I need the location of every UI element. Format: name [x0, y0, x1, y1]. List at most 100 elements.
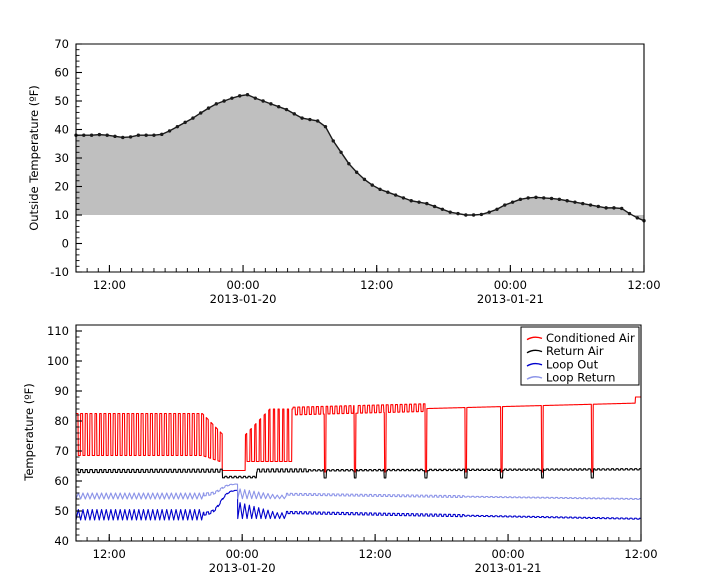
- data-point: [370, 183, 374, 187]
- data-point: [292, 112, 296, 116]
- legend-label: Loop Out: [546, 357, 599, 371]
- data-point: [386, 190, 390, 194]
- legend-label: Return Air: [546, 344, 604, 358]
- y-tick-label: 10: [54, 208, 69, 222]
- data-point: [604, 206, 608, 210]
- y-tick-label: 20: [54, 180, 69, 194]
- y-tick-label: 70: [54, 37, 69, 51]
- data-point: [417, 200, 421, 204]
- data-point: [121, 135, 125, 140]
- x-tick-label: 00:00: [226, 547, 259, 561]
- legend-swatch: [526, 349, 543, 354]
- data-point: [479, 212, 484, 217]
- data-point: [557, 197, 562, 202]
- y-tick-label: 110: [47, 324, 69, 338]
- data-point: [175, 124, 180, 129]
- x-tick-label: 00:00: [491, 547, 524, 561]
- data-point: [82, 133, 86, 137]
- y-tick-label: 30: [54, 151, 69, 165]
- data-point: [635, 216, 640, 220]
- data-point: [471, 213, 476, 217]
- data-point: [409, 199, 413, 203]
- y-tick-label: 40: [54, 534, 69, 548]
- bottom-y-axis-label: Temperature (ºF): [22, 383, 36, 482]
- data-point: [432, 204, 437, 209]
- x-tick-label: 12:00: [359, 547, 392, 561]
- legend-label: Loop Return: [546, 371, 615, 385]
- legend-label: Conditioned Air: [546, 331, 635, 345]
- data-point: [503, 203, 507, 207]
- data-point: [339, 150, 343, 154]
- data-point: [596, 204, 601, 209]
- data-point: [160, 132, 164, 137]
- data-point: [627, 211, 632, 216]
- y-tick-label: 50: [54, 94, 69, 108]
- data-point: [308, 117, 312, 122]
- data-point: [518, 197, 523, 202]
- data-point: [331, 139, 335, 143]
- data-point: [362, 177, 367, 182]
- data-point: [183, 120, 187, 125]
- x-tick-label: 00:00: [226, 278, 259, 292]
- data-point: [393, 193, 398, 197]
- data-point: [253, 96, 258, 100]
- x-tick-sublabel: 2013-01-20: [209, 561, 276, 575]
- outside-temperature-markers: [74, 93, 646, 223]
- data-point: [167, 129, 172, 133]
- legend-box: [520, 326, 640, 386]
- data-point: [354, 170, 359, 174]
- data-point: [199, 111, 203, 115]
- data-point: [128, 135, 133, 139]
- data-point: [206, 106, 211, 110]
- data-point: [113, 134, 117, 139]
- data-point: [97, 132, 102, 137]
- data-point: [620, 206, 624, 211]
- data-point: [269, 102, 273, 106]
- data-point: [89, 133, 94, 137]
- data-point: [573, 200, 577, 204]
- y-tick-label: -10: [50, 265, 69, 279]
- data-point: [238, 94, 242, 98]
- y-tick-label: 90: [54, 384, 69, 398]
- data-point: [191, 116, 195, 120]
- system-temperature-series: [75, 396, 642, 521]
- y-tick-label: 40: [54, 123, 69, 137]
- series-conditioned-air: [75, 396, 642, 473]
- data-point: [144, 133, 148, 137]
- data-point: [448, 210, 452, 214]
- data-point: [425, 201, 429, 206]
- data-point: [105, 133, 109, 137]
- data-point: [588, 203, 593, 207]
- data-point: [214, 102, 219, 106]
- x-tick-sublabel: 2013-01-21: [475, 561, 542, 575]
- series-loop-return: [75, 483, 642, 500]
- series-return-air: [75, 468, 642, 479]
- data-point: [542, 196, 546, 200]
- x-tick-label: 12:00: [360, 278, 393, 292]
- data-point: [300, 116, 304, 120]
- data-point: [277, 105, 281, 109]
- data-point: [464, 213, 468, 217]
- x-tick-sublabel: 2013-01-21: [477, 292, 544, 306]
- data-point: [378, 187, 382, 192]
- y-tick-label: 0: [62, 237, 69, 251]
- data-point: [323, 124, 328, 129]
- x-tick-label: 12:00: [93, 547, 126, 561]
- y-tick-label: 100: [47, 354, 69, 368]
- x-tick-label: 12:00: [627, 278, 660, 292]
- data-point: [612, 206, 616, 210]
- y-tick-label: 60: [54, 474, 69, 488]
- top-y-axis-label: Outside Temperature (ºF): [27, 85, 41, 231]
- data-point: [284, 107, 289, 112]
- y-tick-label: 60: [54, 66, 69, 80]
- outside-temperature-fill: [76, 94, 644, 221]
- top-y-axis-ticks: -10 0 10 20 30 40 50 60 70: [50, 37, 82, 279]
- data-point: [222, 99, 226, 103]
- data-point: [565, 199, 569, 203]
- data-point: [495, 207, 499, 211]
